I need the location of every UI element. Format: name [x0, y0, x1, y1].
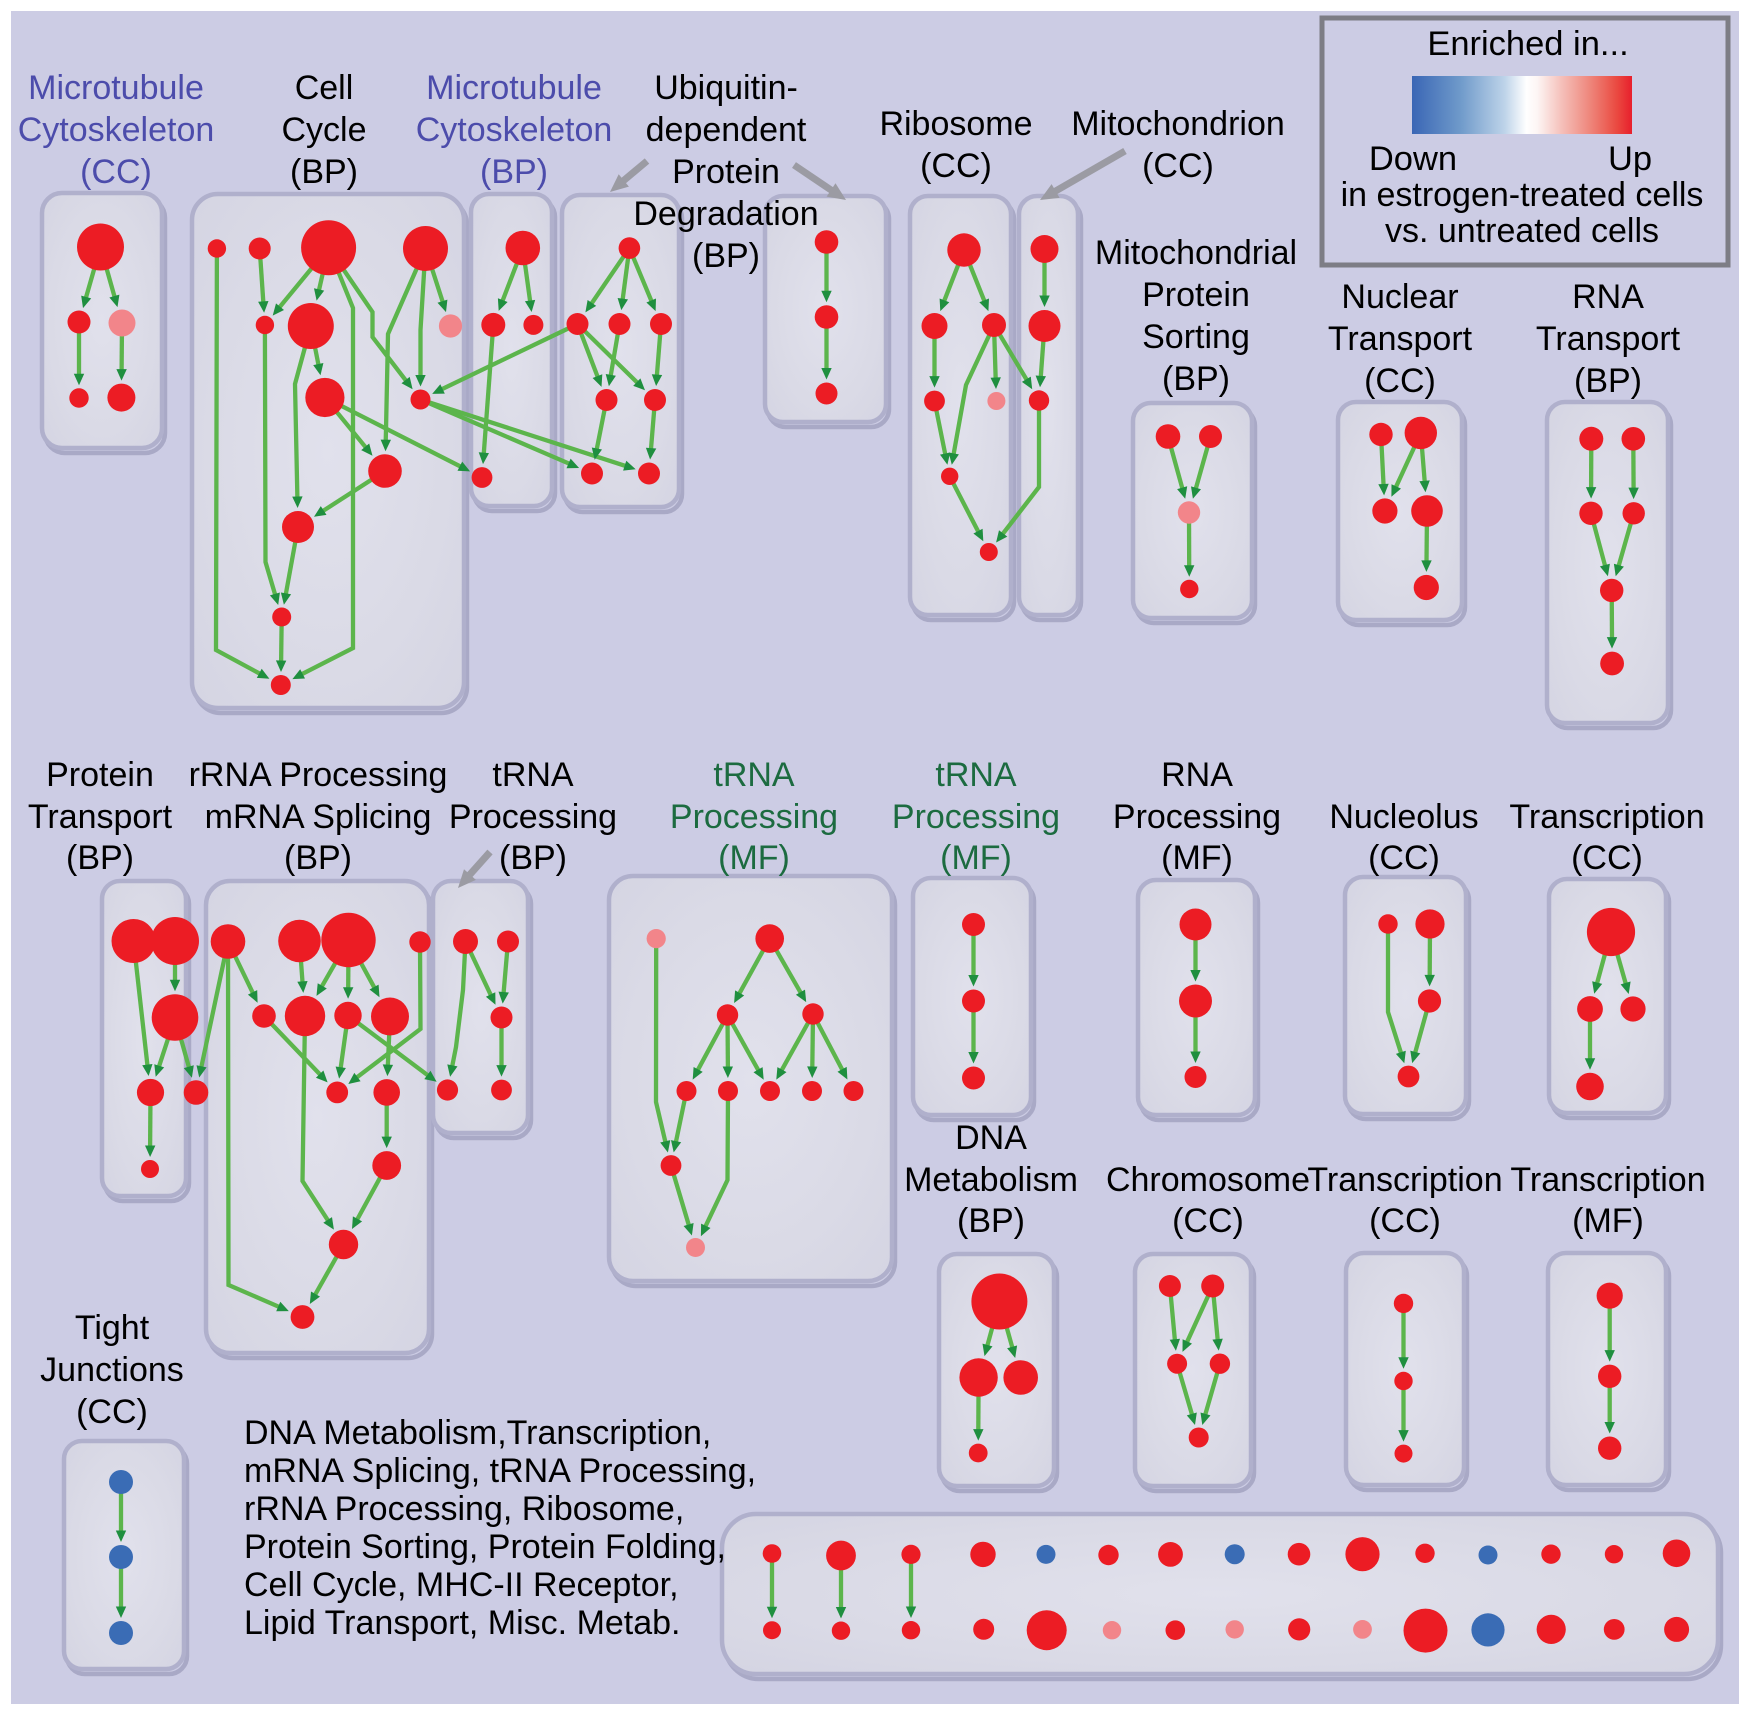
- svg-text:RNA: RNA: [1572, 278, 1644, 316]
- svg-text:Processing: Processing: [892, 798, 1060, 836]
- svg-text:Cell: Cell: [295, 69, 354, 107]
- svg-text:in estrogen-treated cells: in estrogen-treated cells: [1341, 176, 1704, 214]
- svg-text:Down: Down: [1369, 140, 1457, 178]
- svg-text:(BP): (BP): [692, 237, 760, 275]
- svg-text:Chromosome: Chromosome: [1106, 1161, 1310, 1199]
- svg-text:Transcription: Transcription: [1510, 1161, 1705, 1199]
- svg-text:(CC): (CC): [1172, 1202, 1244, 1240]
- svg-text:Nuclear: Nuclear: [1341, 278, 1458, 316]
- svg-text:Up: Up: [1608, 140, 1652, 178]
- svg-text:Metabolism: Metabolism: [904, 1161, 1078, 1199]
- svg-text:mRNA Splicing, tRNA Processing: mRNA Splicing, tRNA Processing,: [244, 1452, 756, 1490]
- svg-text:Ribosome: Ribosome: [879, 105, 1032, 143]
- svg-text:Transport: Transport: [1328, 320, 1473, 358]
- svg-text:rRNA Processing: rRNA Processing: [189, 756, 448, 794]
- svg-text:Cytoskeleton: Cytoskeleton: [18, 111, 215, 149]
- svg-text:(BP): (BP): [480, 153, 548, 191]
- svg-text:(CC): (CC): [1369, 1202, 1441, 1240]
- svg-text:(MF): (MF): [940, 839, 1012, 877]
- svg-text:(CC): (CC): [1142, 147, 1214, 185]
- svg-text:Cell Cycle, MHC-II Receptor,: Cell Cycle, MHC-II Receptor,: [244, 1566, 679, 1604]
- svg-text:(BP): (BP): [499, 839, 567, 877]
- svg-text:mRNA Splicing: mRNA Splicing: [205, 798, 432, 836]
- svg-text:Junctions: Junctions: [40, 1351, 184, 1389]
- svg-text:(MF): (MF): [1572, 1202, 1644, 1240]
- svg-text:Lipid Transport, Misc. Metab.: Lipid Transport, Misc. Metab.: [244, 1604, 681, 1642]
- svg-text:tRNA: tRNA: [935, 756, 1017, 794]
- svg-text:Mitochondrion: Mitochondrion: [1071, 105, 1285, 143]
- svg-text:Transport: Transport: [28, 798, 173, 836]
- svg-text:DNA: DNA: [955, 1119, 1027, 1157]
- svg-text:Nucleolus: Nucleolus: [1329, 798, 1478, 836]
- svg-text:(BP): (BP): [284, 839, 352, 877]
- svg-text:(CC): (CC): [1368, 839, 1440, 877]
- svg-text:Cycle: Cycle: [281, 111, 366, 149]
- svg-text:dependent: dependent: [646, 111, 807, 149]
- svg-text:(CC): (CC): [1364, 362, 1436, 400]
- svg-text:rRNA Processing, Ribosome,: rRNA Processing, Ribosome,: [244, 1490, 684, 1528]
- svg-text:Microtubule: Microtubule: [28, 69, 204, 107]
- svg-text:vs. untreated cells: vs. untreated cells: [1385, 212, 1659, 250]
- svg-text:(MF): (MF): [718, 839, 790, 877]
- svg-text:(CC): (CC): [920, 147, 992, 185]
- svg-text:Protein: Protein: [1142, 276, 1250, 314]
- svg-text:(BP): (BP): [1162, 360, 1230, 398]
- svg-text:(CC): (CC): [1571, 839, 1643, 877]
- svg-text:Processing: Processing: [1113, 798, 1281, 836]
- svg-text:Cytoskeleton: Cytoskeleton: [416, 111, 613, 149]
- svg-text:Processing: Processing: [449, 798, 617, 836]
- svg-text:Ubiquitin-: Ubiquitin-: [654, 69, 798, 107]
- svg-text:Tight: Tight: [75, 1309, 150, 1347]
- svg-text:(BP): (BP): [290, 153, 358, 191]
- svg-text:RNA: RNA: [1161, 756, 1233, 794]
- svg-text:Degradation: Degradation: [633, 195, 818, 233]
- svg-text:DNA Metabolism,Transcription,: DNA Metabolism,Transcription,: [244, 1414, 711, 1452]
- svg-text:(BP): (BP): [66, 839, 134, 877]
- svg-text:(BP): (BP): [1574, 362, 1642, 400]
- svg-text:Transport: Transport: [1536, 320, 1681, 358]
- svg-text:Protein: Protein: [46, 756, 154, 794]
- svg-text:Protein Sorting, Protein Foldi: Protein Sorting, Protein Folding,: [244, 1528, 726, 1566]
- svg-text:Transcription: Transcription: [1509, 798, 1704, 836]
- svg-text:(CC): (CC): [80, 153, 152, 191]
- svg-text:tRNA: tRNA: [713, 756, 795, 794]
- svg-text:Transcription: Transcription: [1307, 1161, 1502, 1199]
- svg-text:(CC): (CC): [76, 1393, 148, 1431]
- svg-text:tRNA: tRNA: [492, 756, 574, 794]
- svg-text:(BP): (BP): [957, 1202, 1025, 1240]
- svg-text:Enriched in...: Enriched in...: [1427, 25, 1628, 63]
- svg-text:(MF): (MF): [1161, 839, 1233, 877]
- svg-text:Mitochondrial: Mitochondrial: [1095, 234, 1297, 272]
- svg-text:Microtubule: Microtubule: [426, 69, 602, 107]
- svg-text:Sorting: Sorting: [1142, 318, 1250, 356]
- svg-text:Protein: Protein: [672, 153, 780, 191]
- svg-text:Processing: Processing: [670, 798, 838, 836]
